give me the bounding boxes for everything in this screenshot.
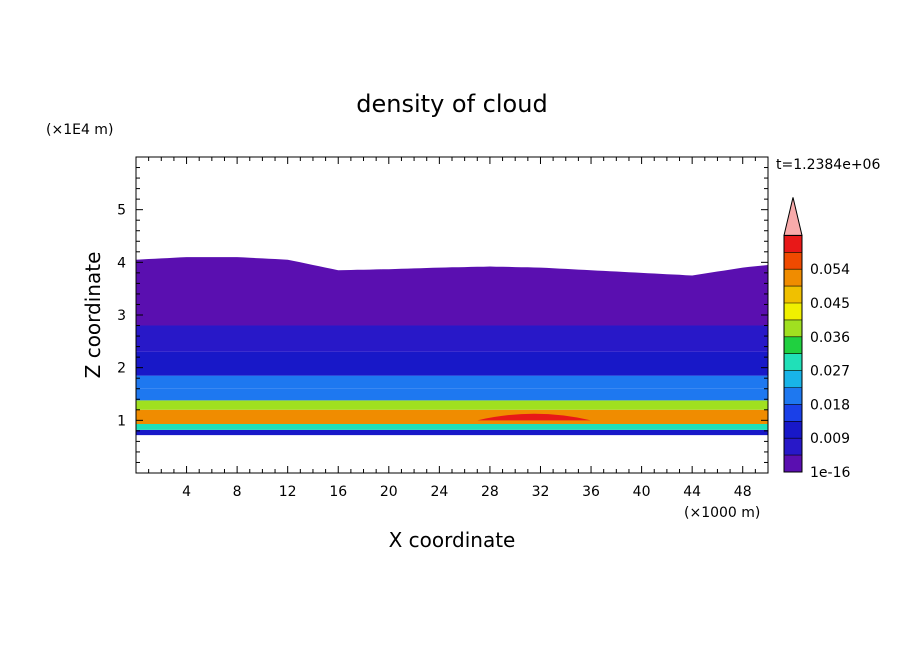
x-tick-label: 40 <box>633 484 651 500</box>
y-axis-label: Z coordinate <box>81 252 105 379</box>
colorbar-swatch <box>784 319 802 337</box>
x-tick-label: 44 <box>683 484 701 500</box>
colorbar-swatch <box>784 404 802 422</box>
colorbar-label: 0.009 <box>810 431 850 447</box>
x-tick-label: 24 <box>430 484 448 500</box>
colorbar-swatch <box>784 387 802 405</box>
colorbar-label: 1e-16 <box>810 465 850 481</box>
y-tick-label: 2 <box>117 361 126 377</box>
colorbar-swatch <box>784 286 802 303</box>
y-tick-label: 1 <box>117 413 126 429</box>
colorbar-swatch <box>784 438 802 456</box>
y-tick-label: 4 <box>117 255 126 271</box>
colorbar-swatch <box>784 235 802 253</box>
time-label: t=1.2384e+06 <box>776 157 880 173</box>
x-tick-label: 36 <box>582 484 600 500</box>
density-layer <box>136 388 768 401</box>
density-layer <box>136 424 768 430</box>
density-layer <box>136 409 768 425</box>
colorbar-label: 0.045 <box>810 296 850 312</box>
x-axis-label: X coordinate <box>389 528 516 552</box>
colorbar-label: 0.036 <box>810 330 850 346</box>
y-tick-label: 3 <box>117 308 126 324</box>
x-tick-label: 4 <box>182 484 191 500</box>
density-layer <box>136 351 768 376</box>
colorbar-swatch <box>784 336 802 354</box>
x-tick-label: 20 <box>380 484 398 500</box>
density-layer <box>136 429 768 436</box>
max-density-region <box>477 413 592 421</box>
x-axis-ticks: 4 8 12 16 20 24 28 32 36 40 44 48 <box>148 157 756 500</box>
colorbar-swatch <box>784 421 802 439</box>
x-axis-unit: (×1000 m) <box>684 505 760 521</box>
chart-title: density of cloud <box>356 90 547 118</box>
colorbar-swatch <box>784 370 802 388</box>
y-tick-label: 5 <box>117 203 126 219</box>
colorbar-extend-arrow <box>783 197 803 236</box>
x-tick-label: 12 <box>279 484 297 500</box>
colorbar-swatch <box>784 252 802 270</box>
x-tick-label: 8 <box>233 484 242 500</box>
colorbar-swatch <box>784 455 802 472</box>
y-axis-ticks: 1 2 3 4 5 <box>117 167 768 463</box>
x-tick-label: 16 <box>329 484 347 500</box>
x-tick-label: 32 <box>532 484 550 500</box>
density-layer <box>136 325 768 352</box>
colorbar-label: 0.018 <box>810 397 850 413</box>
colorbar-label: 0.027 <box>810 364 850 380</box>
colorbar-swatch <box>784 269 802 287</box>
colorbar: 1e-16 0.009 0.018 0.027 0.036 0.045 0.054 <box>783 197 850 481</box>
x-tick-label: 48 <box>734 484 752 500</box>
y-axis-unit: (×1E4 m) <box>46 122 113 138</box>
colorbar-label: 0.054 <box>810 262 850 278</box>
density-layer <box>136 400 768 410</box>
colorbar-swatch <box>784 353 802 371</box>
density-layer <box>136 375 768 389</box>
colorbar-swatch <box>784 303 802 320</box>
x-tick-label: 28 <box>481 484 499 500</box>
density-field <box>136 257 768 436</box>
density-layer <box>136 257 768 326</box>
